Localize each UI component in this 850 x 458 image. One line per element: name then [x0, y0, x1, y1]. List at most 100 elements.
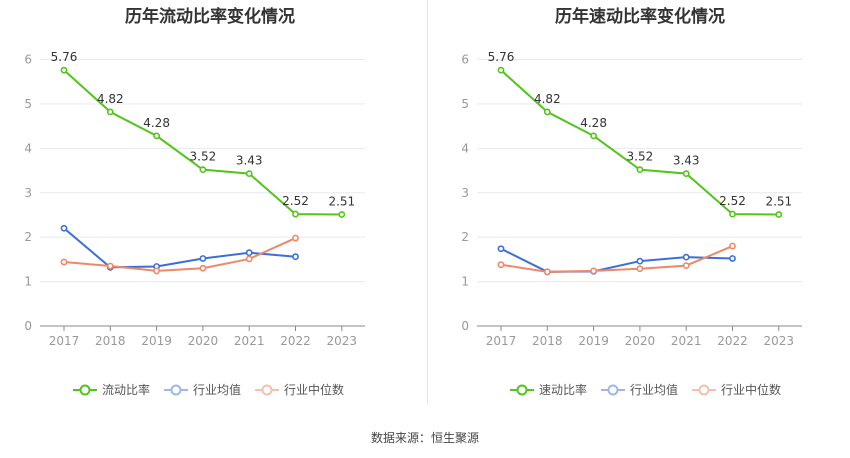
data-label: 4.28: [580, 116, 607, 130]
x-tick-label: 2023: [764, 334, 795, 348]
data-point-avg: [682, 253, 690, 261]
data-point-main: [543, 108, 551, 116]
charts-canvas: 0 1 2 3 4 5 6 2017 2018 2019 2020 2021 2022 2023 5.76 4…: [24, 50, 802, 348]
panel-divider: [427, 0, 428, 405]
data-point-median: [60, 258, 68, 266]
chart-title-quick-ratio: 历年速动比率变化情况: [555, 7, 725, 27]
data-point-median: [543, 268, 551, 276]
x-tick-label: 2018: [95, 334, 126, 348]
legend-label-main: 流动比率: [102, 383, 151, 397]
data-label: 3.43: [236, 154, 263, 168]
legend-item-avg[interactable]: 行业均值: [164, 381, 241, 398]
data-label: 4.28: [143, 116, 170, 130]
y-tick-label: 1: [461, 275, 469, 289]
data-point-main: [775, 211, 783, 218]
legend-marker-median: [255, 384, 280, 395]
legend-marker-main: [73, 384, 97, 395]
data-point-avg: [245, 249, 253, 257]
x-tick-label: 2022: [280, 334, 311, 348]
series-line-median: [500, 245, 733, 273]
source-value: 恒生聚源: [431, 431, 480, 445]
y-tick-label: 0: [461, 319, 469, 333]
legend-label-median: 行业中位数: [721, 383, 782, 397]
series-line-avg: [63, 227, 296, 269]
x-tick-label: 2018: [532, 334, 563, 348]
data-point-main: [636, 166, 644, 174]
y-tick-label: 4: [461, 141, 469, 155]
legend-item-main[interactable]: 速动比率: [510, 381, 587, 398]
legend-label-avg: 行业均值: [630, 383, 679, 397]
data-point-main: [106, 108, 114, 116]
data-point-avg: [60, 224, 68, 232]
legend-quick-ratio: 速动比率 行业均值 行业中位数: [510, 381, 781, 398]
data-point-main: [245, 170, 253, 178]
data-source: 数据来源：恒生聚源: [0, 429, 850, 446]
x-tick-label: 2017: [49, 334, 80, 348]
legend-item-median[interactable]: 行业中位数: [255, 381, 344, 398]
data-label: 2.52: [282, 194, 309, 208]
data-point-median: [636, 265, 644, 273]
legend-marker-avg: [164, 384, 189, 395]
data-label: 4.82: [97, 92, 124, 106]
x-tick-label: 2023: [327, 334, 358, 348]
y-tick-label: 5: [24, 97, 32, 111]
y-tick-label: 3: [24, 186, 32, 200]
data-point-median: [729, 242, 736, 250]
data-point-main: [729, 210, 736, 218]
data-point-avg: [292, 253, 299, 261]
y-tick-label: 6: [461, 53, 469, 67]
legend-item-avg[interactable]: 行业均值: [601, 381, 678, 398]
x-tick-label: 2020: [625, 334, 656, 348]
x-tick-label: 2019: [141, 334, 172, 348]
y-tick-label: 6: [24, 53, 32, 67]
data-point-median: [292, 234, 299, 242]
series-line-avg: [500, 247, 733, 273]
data-point-main: [497, 66, 505, 74]
y-tick-label: 2: [461, 230, 469, 244]
data-point-avg: [636, 257, 644, 265]
data-point-median: [199, 264, 207, 272]
legend-marker-avg: [601, 384, 626, 395]
data-point-avg: [729, 255, 736, 262]
data-label: 5.76: [488, 50, 515, 64]
legend-item-median[interactable]: 行业中位数: [692, 381, 781, 398]
y-tick-label: 2: [24, 230, 32, 244]
y-tick-label: 1: [24, 275, 32, 289]
data-point-median: [497, 261, 505, 269]
data-point-main: [338, 211, 346, 218]
legend-current-ratio: 流动比率 行业均值 行业中位数: [73, 381, 344, 398]
x-tick-label: 2021: [234, 334, 265, 348]
source-label: 数据来源：: [370, 431, 431, 445]
legend-marker-median: [692, 384, 717, 395]
data-point-median: [245, 255, 253, 263]
data-label: 2.51: [765, 195, 792, 209]
x-tick-label: 2022: [717, 334, 748, 348]
data-point-main: [60, 66, 68, 74]
data-point-main: [682, 170, 690, 178]
y-tick-label: 0: [24, 319, 32, 333]
y-tick-label: 5: [461, 97, 469, 111]
data-point-median: [682, 262, 690, 269]
data-label: 3.52: [190, 150, 217, 164]
data-point-main: [292, 210, 299, 218]
x-tick-label: 2021: [671, 334, 702, 348]
x-tick-label: 2017: [486, 334, 517, 348]
data-point-avg: [199, 255, 207, 262]
data-label: 2.51: [328, 195, 355, 209]
y-tick-label: 4: [24, 141, 32, 155]
data-label: 2.52: [719, 194, 746, 208]
data-point-main: [199, 166, 207, 174]
data-label: 5.76: [51, 50, 78, 64]
series-line-median: [63, 237, 296, 272]
data-point-main: [153, 132, 160, 140]
legend-label-avg: 行业均值: [193, 383, 242, 397]
x-tick-label: 2019: [578, 334, 609, 348]
data-point-median: [153, 267, 160, 275]
data-point-median: [590, 267, 597, 275]
x-tick-label: 2020: [188, 334, 219, 348]
data-point-main: [590, 132, 597, 140]
data-point-median: [106, 262, 114, 270]
y-tick-label: 3: [461, 186, 469, 200]
legend-marker-main: [510, 384, 534, 395]
legend-item-main[interactable]: 流动比率: [73, 381, 150, 398]
